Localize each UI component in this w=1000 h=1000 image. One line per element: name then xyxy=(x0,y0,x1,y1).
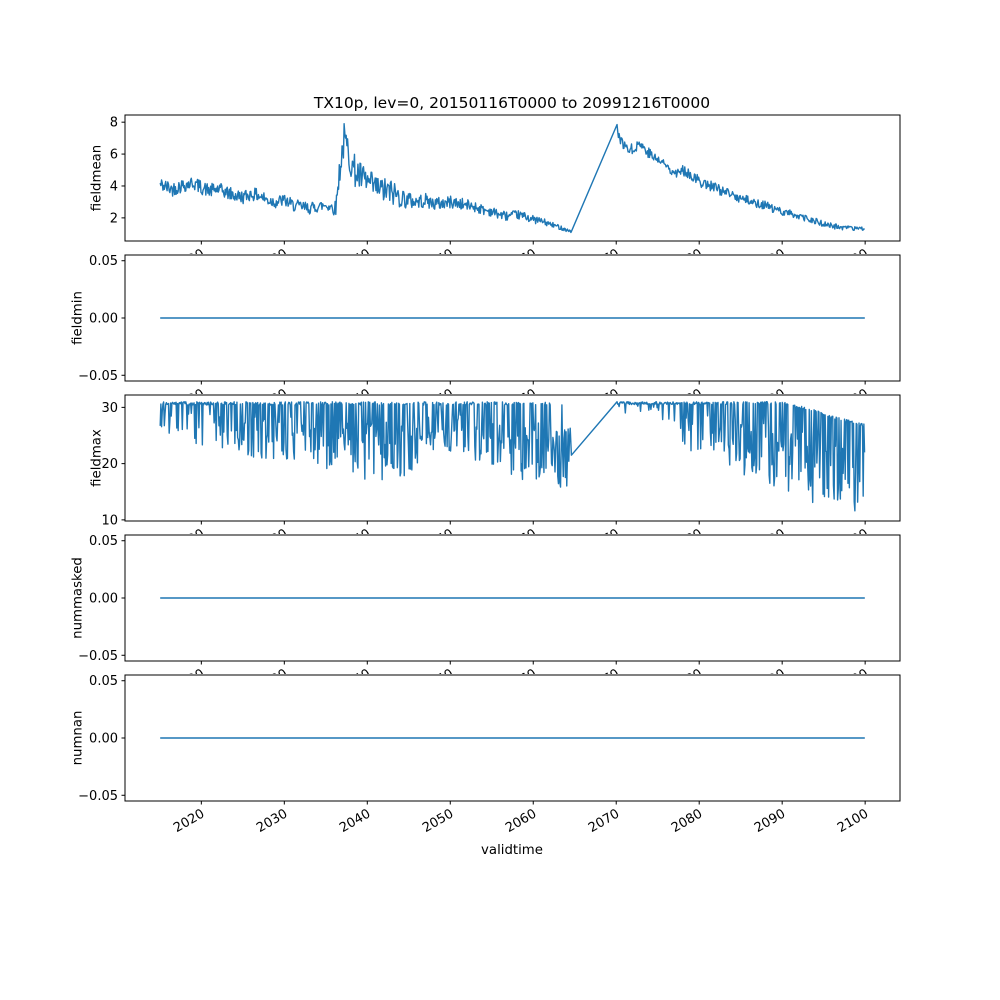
x-tick-label: 2050 xyxy=(420,806,456,836)
axes-frame xyxy=(124,114,901,242)
y-tick-label: 0.00 xyxy=(89,592,118,607)
y-tick-label: 8 xyxy=(110,116,118,131)
y-tick-label: 6 xyxy=(110,148,118,163)
y-tick-label: 4 xyxy=(110,179,118,194)
y-tick-label: −0.05 xyxy=(78,789,118,804)
x-tick-label: 2020 xyxy=(171,806,207,836)
y-tick-label: 0.00 xyxy=(89,732,118,747)
axes-frame xyxy=(124,394,901,522)
x-tick-label: 2070 xyxy=(586,806,622,836)
y-tick-label: −0.05 xyxy=(78,369,118,384)
plot-background xyxy=(124,114,901,242)
y-tick-label: 0.00 xyxy=(89,312,118,327)
x-tick-label: 2030 xyxy=(254,806,290,836)
y-tick-label: 10 xyxy=(101,513,118,528)
x-tick-label: 2090 xyxy=(752,806,788,836)
x-axis-label: validtime xyxy=(481,843,543,858)
x-tick-label: 2060 xyxy=(503,806,539,836)
subplot-fieldmin: −0.050.000.05202020302040205020602070208… xyxy=(78,254,901,416)
series-line-fieldmax xyxy=(159,401,866,512)
subplot-nummasked: −0.050.000.05202020302040205020602070208… xyxy=(78,534,901,696)
y-tick-label: 20 xyxy=(101,457,118,472)
series-line-fieldmean xyxy=(159,123,866,234)
subplot-numnan: −0.05 0.00 0.05 2020 2030 2040 2050 2060 2070 208… xyxy=(78,674,901,836)
chart-title: TX10p, lev=0, 20150116T0000 to 20991216T… xyxy=(313,94,711,112)
x-tick-label: 2080 xyxy=(669,806,705,836)
x-tick-label: 2040 xyxy=(337,806,373,836)
y-tick-label: 0.05 xyxy=(89,534,118,549)
x-tick-label: 2100 xyxy=(835,806,871,836)
subplot-fieldmax: 1020302020203020402050206020702080209021… xyxy=(101,394,901,556)
y-tick-label: −0.05 xyxy=(78,649,118,664)
y-tick-label: 0.05 xyxy=(89,674,118,689)
y-tick-label: 2 xyxy=(110,211,118,226)
y-tick-label: 0.05 xyxy=(89,254,118,269)
y-tick-label: 30 xyxy=(101,401,118,416)
subplot-fieldmean: 2468202020302040205020602070208020902100 xyxy=(110,114,901,276)
